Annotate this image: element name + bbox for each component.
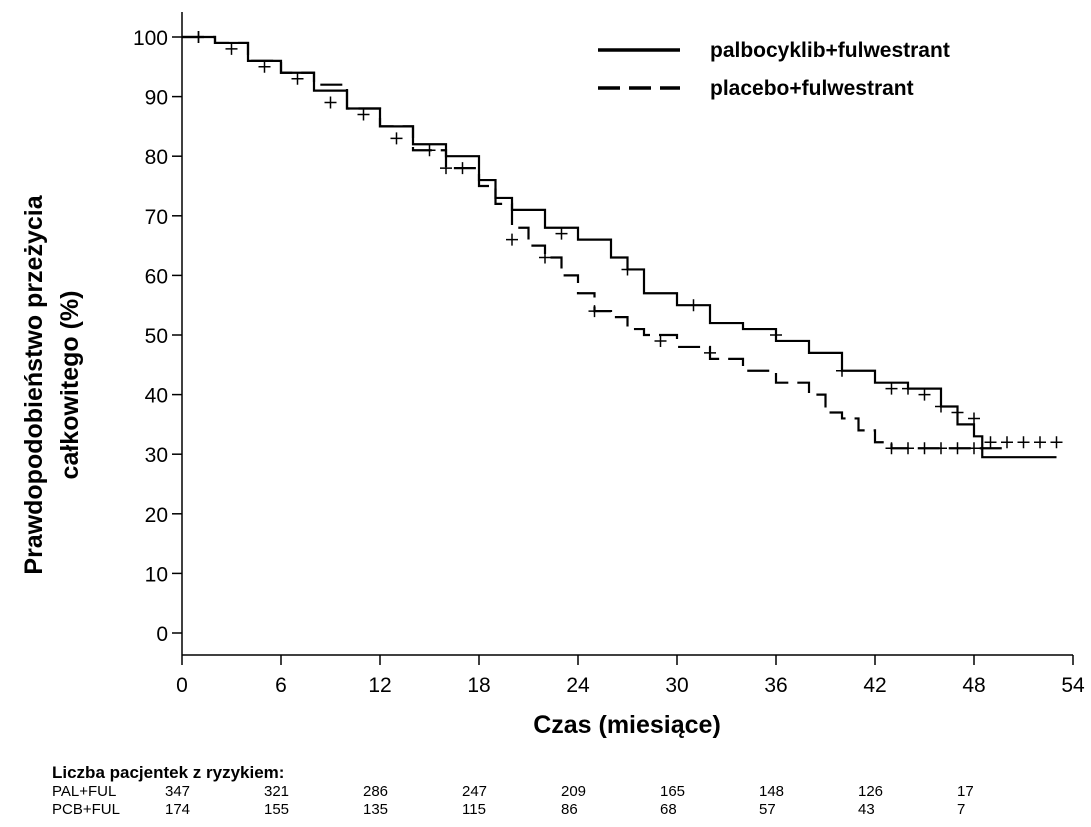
y-tick-label: 30: [145, 444, 168, 467]
censor-mark: [704, 346, 716, 359]
censor-mark: [225, 42, 238, 55]
censor-mark: [951, 442, 964, 455]
y-tick-label: 90: [145, 87, 168, 110]
y-tick-label: 0: [156, 623, 168, 646]
censor-mark: [935, 442, 947, 455]
y-axis-title: całkowitego (%): [56, 291, 84, 480]
censor-mark: [291, 72, 304, 85]
risk-value: 86: [561, 801, 578, 818]
censor-mark: [357, 108, 370, 121]
y-tick-label: 40: [145, 385, 168, 408]
risk-value: 115: [462, 801, 486, 818]
y-tick-label: 60: [145, 265, 168, 288]
risk-value: 155: [264, 801, 289, 818]
x-tick-label: 30: [665, 674, 688, 697]
censor-mark: [836, 364, 848, 377]
y-axis-title: Prawdopodobieństwo przeżycia: [20, 194, 48, 574]
censor-mark: [258, 60, 271, 73]
legend-label: palbocyklib+fulwestrant: [710, 39, 950, 62]
y-tick-label: 80: [145, 146, 168, 169]
censor-mark: [902, 382, 914, 395]
censor-mark: [918, 442, 931, 455]
risk-value: 135: [363, 801, 388, 818]
risk-value: 43: [858, 801, 875, 818]
risk-row-label: PAL+FUL: [52, 783, 116, 800]
y-tick-label: 10: [145, 563, 168, 586]
censor-mark: [1034, 436, 1046, 449]
censor-mark: [1017, 436, 1030, 449]
censor-mark: [968, 412, 980, 425]
censor-mark: [968, 442, 980, 455]
risk-table-title: Liczba pacjentek z ryzykiem:: [52, 763, 284, 782]
censor-mark: [555, 227, 568, 240]
censor-mark: [885, 382, 898, 395]
x-axis-title: Czas (miesiące): [533, 711, 721, 739]
x-tick-label: 42: [863, 674, 886, 697]
censor-mark: [770, 329, 782, 341]
risk-value: 286: [363, 783, 388, 800]
legend-label: placebo+fulwestrant: [710, 77, 914, 100]
censor-mark: [951, 406, 964, 419]
risk-value: 148: [759, 783, 784, 800]
risk-value: 247: [462, 783, 487, 800]
censor-mark: [506, 233, 518, 246]
y-tick-label: 70: [145, 206, 168, 229]
censor-mark: [984, 436, 997, 449]
x-tick-label: 54: [1061, 674, 1085, 697]
censor-mark: [390, 132, 403, 145]
x-tick-label: 6: [275, 674, 287, 697]
censor-mark: [621, 263, 634, 276]
y-tick-label: 50: [145, 325, 168, 348]
risk-value: 68: [660, 801, 677, 818]
censor-mark: [935, 400, 947, 413]
risk-value: 174: [165, 801, 190, 818]
x-tick-label: 36: [764, 674, 787, 697]
risk-value: 165: [660, 783, 685, 800]
censor-mark: [539, 251, 551, 264]
censor-mark: [918, 388, 931, 401]
x-tick-label: 12: [368, 674, 391, 697]
censor-mark: [588, 305, 601, 318]
risk-value: 57: [759, 801, 776, 818]
censor-mark: [902, 442, 914, 455]
x-tick-label: 48: [962, 674, 985, 697]
risk-value: 17: [957, 783, 974, 800]
y-tick-label: 100: [133, 27, 168, 50]
risk-value: 209: [561, 783, 586, 800]
risk-value: 126: [858, 783, 883, 800]
x-tick-label: 0: [176, 674, 188, 697]
censor-mark: [687, 299, 700, 312]
censor-mark: [324, 96, 337, 109]
censor-mark: [885, 442, 898, 455]
x-tick-label: 24: [566, 674, 590, 697]
x-tick-label: 18: [467, 674, 490, 697]
censor-mark: [1050, 436, 1063, 449]
risk-value: 321: [264, 783, 289, 800]
risk-value: 347: [165, 783, 190, 800]
risk-row-label: PCB+FUL: [52, 801, 120, 818]
censor-mark: [654, 334, 667, 347]
risk-value: 7: [957, 801, 965, 818]
censor-mark: [440, 162, 452, 175]
y-tick-label: 20: [145, 504, 168, 527]
censor-mark: [1001, 436, 1013, 449]
survival-curve: [182, 35, 1007, 450]
censor-mark: [192, 31, 205, 43]
